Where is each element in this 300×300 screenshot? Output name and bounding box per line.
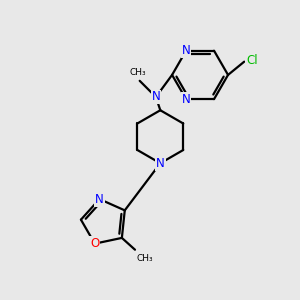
Text: N: N [156, 157, 165, 170]
Text: CH₃: CH₃ [129, 68, 146, 77]
Text: Cl: Cl [246, 54, 258, 67]
Text: N: N [182, 93, 190, 106]
Text: N: N [152, 91, 160, 103]
Text: O: O [90, 237, 99, 250]
Text: N: N [182, 44, 190, 57]
Text: N: N [95, 193, 104, 206]
Text: CH₃: CH₃ [136, 254, 153, 263]
